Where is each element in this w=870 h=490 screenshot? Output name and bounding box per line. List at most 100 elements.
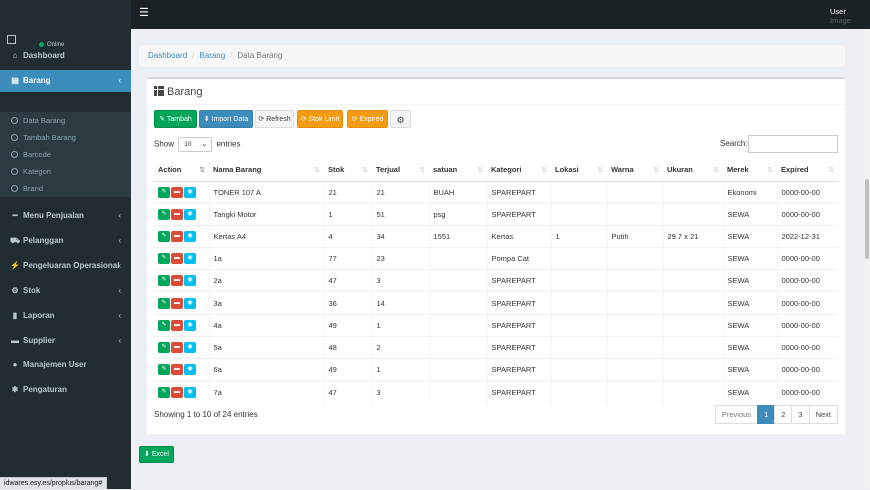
table-cell (428, 357, 487, 381)
sidebar-item-menu-penjualan[interactable]: ━ Menu Penjualan ‹ (0, 205, 131, 227)
eye-icon[interactable]: ◉ (184, 341, 196, 353)
column-header-stok[interactable]: Stok ⇅ (324, 159, 372, 182)
column-header-warna[interactable]: Warna ⇅ (607, 159, 663, 182)
pagination-previous[interactable]: Previous (714, 405, 759, 424)
table-cell: 0000-00-00 (776, 247, 838, 270)
column-header-terjual[interactable]: Terjual ⇅ (372, 159, 429, 182)
scrollbar-thumb[interactable] (865, 179, 869, 259)
sidebar-item-pengeluaran-operasional[interactable]: ⚡ Pengeluaran Operasional ‹ (0, 255, 131, 277)
edit-icon[interactable]: ✎ (158, 386, 170, 398)
sidebar-item-supplier[interactable]: ▬ Supplier ‹ (0, 330, 131, 352)
trash-icon[interactable]: ▬ (171, 364, 183, 376)
table-cell: 48 (323, 335, 372, 359)
stok-limit-button[interactable]: ⟳ Stok Limit (297, 110, 343, 128)
column-header-satuan[interactable]: satuan ⇅ (429, 159, 487, 182)
submenu-item-barcode[interactable]: Barcode (0, 146, 131, 163)
breadcrumb-dashboard[interactable]: Dashboard (148, 51, 188, 60)
sort-icon: ⇅ (362, 167, 368, 174)
table-cell: 14 (371, 291, 429, 315)
column-header-expired[interactable]: Expired ⇅ (777, 159, 838, 182)
import-data-button[interactable]: ⬇ Import Data (199, 110, 253, 128)
sidebar-item-dashboard[interactable]: ⌂ Dashboard (0, 45, 131, 67)
trash-icon[interactable]: ▬ (171, 208, 183, 220)
edit-icon[interactable]: ✎ (158, 208, 170, 220)
trash-icon[interactable]: ▬ (171, 275, 183, 287)
table-cell (428, 269, 487, 292)
sidebar-item-barang[interactable]: ▤ Barang ‹ (0, 70, 131, 92)
table-cell (550, 269, 607, 292)
table-row: ✎ ▬ ◉ Kertas A4 4 34 1551 Kertas 1 Putih 29.7 x 21… (154, 224, 838, 248)
sort-asc-icon: ⇅ (199, 167, 205, 174)
eye-icon[interactable]: ◉ (184, 208, 196, 220)
submenu-item-tambah-barang[interactable]: Tambah Barang (0, 129, 131, 146)
table-cell: 0000-00-00 (776, 357, 838, 381)
eye-icon[interactable]: ◉ (184, 275, 196, 287)
table-cell: SPAREPART (486, 357, 551, 381)
column-header-kategori[interactable]: Kategori ⇅ (487, 159, 551, 182)
trash-icon[interactable]: ▬ (171, 319, 183, 331)
sidebar-item-pengaturan[interactable]: ✱ Pengaturan (0, 379, 131, 401)
breadcrumb-barang[interactable]: Barang (199, 51, 226, 60)
trash-icon[interactable]: ▬ (171, 186, 183, 198)
submenu-item-kategori[interactable]: Kategori (0, 163, 131, 180)
eye-icon[interactable]: ◉ (184, 297, 196, 309)
user-image-alt-text: User (830, 7, 846, 16)
search-input[interactable] (748, 135, 838, 153)
table-cell: Tangki Motor (208, 202, 324, 226)
eye-icon[interactable]: ◉ (184, 230, 196, 242)
edit-icon[interactable]: ✎ (158, 230, 170, 242)
trash-icon[interactable]: ▬ (171, 341, 183, 353)
column-header-nama-barang[interactable]: Nama Barang ⇅ (209, 159, 324, 182)
tambah-button[interactable]: ✎ Tambah (154, 110, 197, 128)
sidebar-item-pelanggan[interactable]: ⛟ Pelanggan ‹ (0, 230, 131, 252)
page-scrollbar[interactable] (864, 29, 870, 489)
edit-icon[interactable]: ✎ (158, 186, 170, 198)
column-header-merek[interactable]: Merek ⇅ (723, 159, 777, 182)
column-header-action[interactable]: Action ⇅ (154, 159, 209, 182)
edit-icon[interactable]: ✎ (158, 341, 170, 353)
table-cell: 34 (371, 224, 429, 248)
trash-icon[interactable]: ▬ (171, 230, 183, 242)
sidebar-item-laporan[interactable]: ▮ Laporan ‹ (0, 305, 131, 327)
pagination-page-2[interactable]: 2 (774, 405, 793, 424)
submenu-item-data-barang[interactable]: Data Barang (0, 112, 131, 129)
pagination-next[interactable]: Next (808, 405, 838, 424)
sidebar-item-stok[interactable]: ⚙ Stok ‹ (0, 280, 131, 302)
table-info: Showing 1 to 10 of 24 entries (154, 410, 258, 419)
user-panel-image (7, 35, 16, 44)
edit-icon[interactable]: ✎ (158, 297, 170, 309)
pagination-page-1[interactable]: 1 (757, 405, 776, 424)
eye-icon[interactable]: ◉ (184, 253, 196, 265)
excel-export-button[interactable]: ⬇ Excel (139, 446, 174, 463)
eye-icon[interactable]: ◉ (184, 364, 196, 376)
eye-icon[interactable]: ◉ (184, 319, 196, 331)
eye-icon[interactable]: ◉ (184, 386, 196, 398)
edit-icon[interactable]: ✎ (158, 364, 170, 376)
edit-icon[interactable]: ✎ (158, 319, 170, 331)
pagination-page-3[interactable]: 3 (791, 405, 810, 424)
column-header-ukuran[interactable]: Ukuran ⇅ (663, 159, 723, 182)
trash-icon[interactable]: ▬ (171, 253, 183, 265)
chevron-left-icon: ‹ (118, 211, 121, 220)
submenu-item-brand[interactable]: Brand (0, 180, 131, 197)
user-avatar[interactable]: User Image (830, 7, 851, 25)
table-cell (428, 247, 487, 270)
eye-icon[interactable]: ◉ (184, 186, 196, 198)
sidebar-item-manajemen-user[interactable]: ● Manajemen User (0, 354, 131, 376)
table-cell: 0000-00-00 (776, 291, 838, 315)
trash-icon[interactable]: ▬ (171, 386, 183, 398)
online-status: Online (39, 42, 64, 48)
edit-icon[interactable]: ✎ (158, 253, 170, 265)
column-header-lokasi[interactable]: Lokasi ⇅ (551, 159, 607, 182)
breadcrumb-separator: / (230, 51, 233, 60)
chevron-down-icon: ⌄ (201, 141, 208, 148)
edit-icon[interactable]: ✎ (158, 275, 170, 287)
settings-gear-icon[interactable]: ⚙ (390, 110, 411, 128)
entries-per-page-select[interactable]: 10 ⌄ (178, 137, 213, 152)
hamburger-menu-icon[interactable]: ☰ (139, 7, 149, 19)
table-cell: SPAREPART (486, 269, 551, 292)
expired-button[interactable]: ⟳ Expired (347, 110, 388, 128)
table-cell: 51 (371, 202, 429, 226)
trash-icon[interactable]: ▬ (171, 297, 183, 309)
refresh-button[interactable]: ⟳ Refresh (255, 110, 294, 128)
